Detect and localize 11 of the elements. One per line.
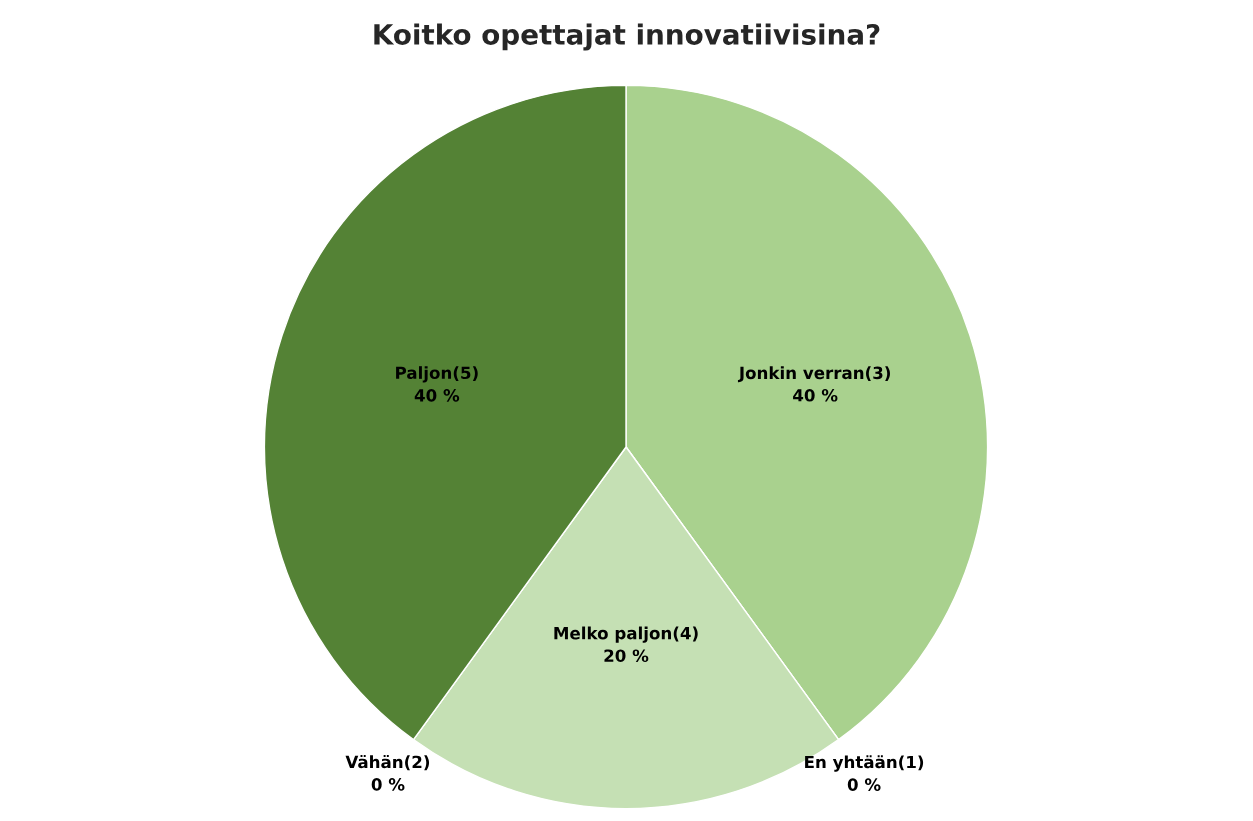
text: 0 % — [847, 778, 881, 791]
slice-label: Jonkin verran(3) — [737, 366, 890, 383]
data-label: 40 % — [414, 389, 460, 402]
slice-label: Melko paljon(4) — [554, 626, 698, 643]
text: 0 % — [371, 778, 405, 791]
data-label: 20 % — [604, 649, 649, 663]
category-label: Vähän(2) — [345, 755, 430, 771]
slice-label: Paljon(5) — [396, 366, 478, 383]
category-label: En yhtään(1) — [805, 755, 924, 772]
data-label: 40 % — [793, 389, 838, 402]
chart-title: Koitko opettajat innovatiivisina? — [374, 23, 880, 51]
